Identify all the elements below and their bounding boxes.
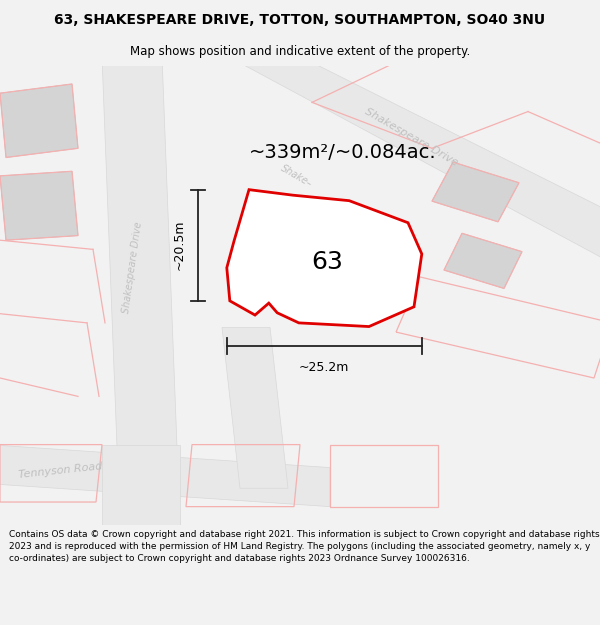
Text: Shakespeare Drive: Shakespeare Drive	[362, 106, 460, 168]
Polygon shape	[444, 233, 522, 288]
Polygon shape	[0, 84, 78, 158]
Text: Contains OS data © Crown copyright and database right 2021. This information is : Contains OS data © Crown copyright and d…	[9, 530, 599, 562]
Text: Tennyson Road: Tennyson Road	[17, 461, 103, 480]
Polygon shape	[222, 328, 288, 488]
Text: Map shows position and indicative extent of the property.: Map shows position and indicative extent…	[130, 45, 470, 58]
Text: ~339m²/~0.084ac.: ~339m²/~0.084ac.	[249, 143, 437, 162]
Polygon shape	[102, 444, 180, 525]
Text: Shakespeare Drive: Shakespeare Drive	[121, 221, 143, 314]
Text: Shake–: Shake–	[280, 163, 314, 189]
Text: ~20.5m: ~20.5m	[173, 220, 186, 271]
Polygon shape	[0, 171, 78, 240]
Polygon shape	[228, 56, 600, 263]
Polygon shape	[102, 56, 180, 525]
Polygon shape	[227, 189, 422, 326]
Text: 63, SHAKESPEARE DRIVE, TOTTON, SOUTHAMPTON, SO40 3NU: 63, SHAKESPEARE DRIVE, TOTTON, SOUTHAMPT…	[55, 12, 545, 27]
Text: ~25.2m: ~25.2m	[299, 361, 349, 374]
Polygon shape	[252, 259, 342, 304]
Text: 63: 63	[311, 250, 343, 274]
Polygon shape	[432, 162, 519, 222]
Polygon shape	[0, 444, 330, 507]
